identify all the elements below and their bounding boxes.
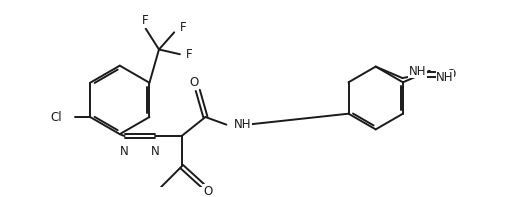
Text: NH: NH xyxy=(436,71,453,84)
Text: F: F xyxy=(142,14,149,27)
Text: O: O xyxy=(189,76,198,89)
Text: NH: NH xyxy=(234,118,251,131)
Text: O: O xyxy=(204,185,213,197)
Text: NH: NH xyxy=(409,65,427,78)
Text: N: N xyxy=(150,145,160,158)
Text: F: F xyxy=(186,48,192,61)
Text: O: O xyxy=(446,68,456,81)
Text: N: N xyxy=(120,145,129,158)
Text: Cl: Cl xyxy=(50,111,62,124)
Text: F: F xyxy=(180,21,186,34)
